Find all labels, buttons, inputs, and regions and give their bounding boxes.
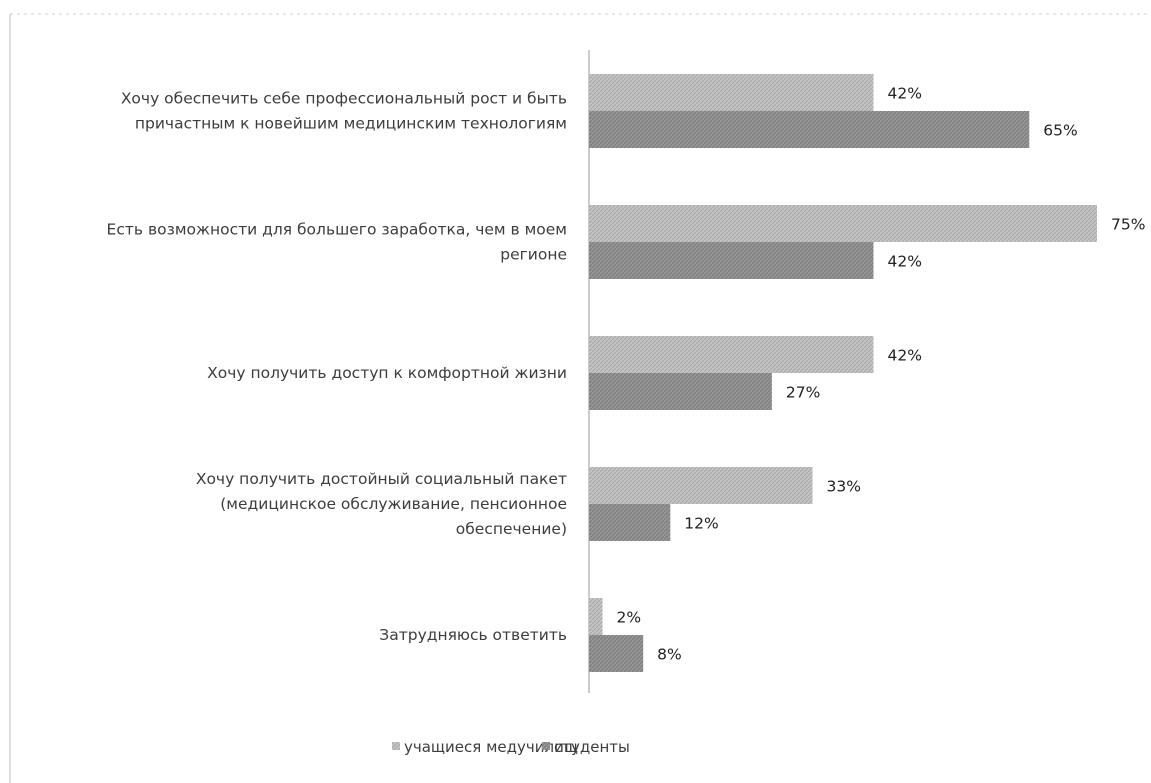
data-label: 42% (887, 347, 921, 365)
bar-medical-school-students (589, 205, 1097, 242)
bar-university-students (589, 111, 1030, 148)
category-label: Хочу получить доступ к комфортной жизни (207, 364, 567, 382)
category-label: (медицинское обслуживание, пенсионное (220, 495, 567, 513)
category-label: обеспечение) (456, 520, 567, 538)
plot-area: Хочу обеспечить себе профессиональный ро… (107, 50, 1145, 693)
data-label: 27% (786, 384, 820, 402)
data-label: 42% (887, 253, 921, 271)
data-label: 65% (1043, 122, 1077, 140)
category-label: Хочу получить достойный социальный пакет (196, 470, 567, 488)
data-label: 75% (1111, 216, 1145, 234)
bar-university-students (589, 373, 772, 410)
legend-swatch (392, 742, 400, 750)
data-label: 12% (684, 515, 718, 533)
legend-swatch (542, 742, 550, 750)
bar-medical-school-students (589, 74, 874, 111)
data-label: 2% (617, 609, 642, 627)
bar-medical-school-students (589, 336, 874, 373)
data-label: 33% (827, 478, 861, 496)
bar-university-students (589, 242, 874, 279)
category-label: Затрудняюсь ответить (379, 626, 567, 644)
category-label: регионе (500, 246, 567, 264)
category-label: Хочу обеспечить себе профессиональный ро… (121, 90, 567, 108)
legend-label: студенты (554, 738, 630, 756)
bar-university-students (589, 635, 644, 672)
category-label: Есть возможности для большего заработка,… (107, 221, 567, 239)
bar-university-students (589, 504, 671, 541)
bar-medical-school-students (589, 467, 813, 504)
category-label: причастным к новейшим медицинским технол… (135, 115, 567, 133)
data-label: 8% (657, 646, 682, 664)
legend-label: учащиеся медучилищ (404, 738, 578, 756)
data-label: 42% (887, 85, 921, 103)
bar-medical-school-students (589, 598, 603, 635)
